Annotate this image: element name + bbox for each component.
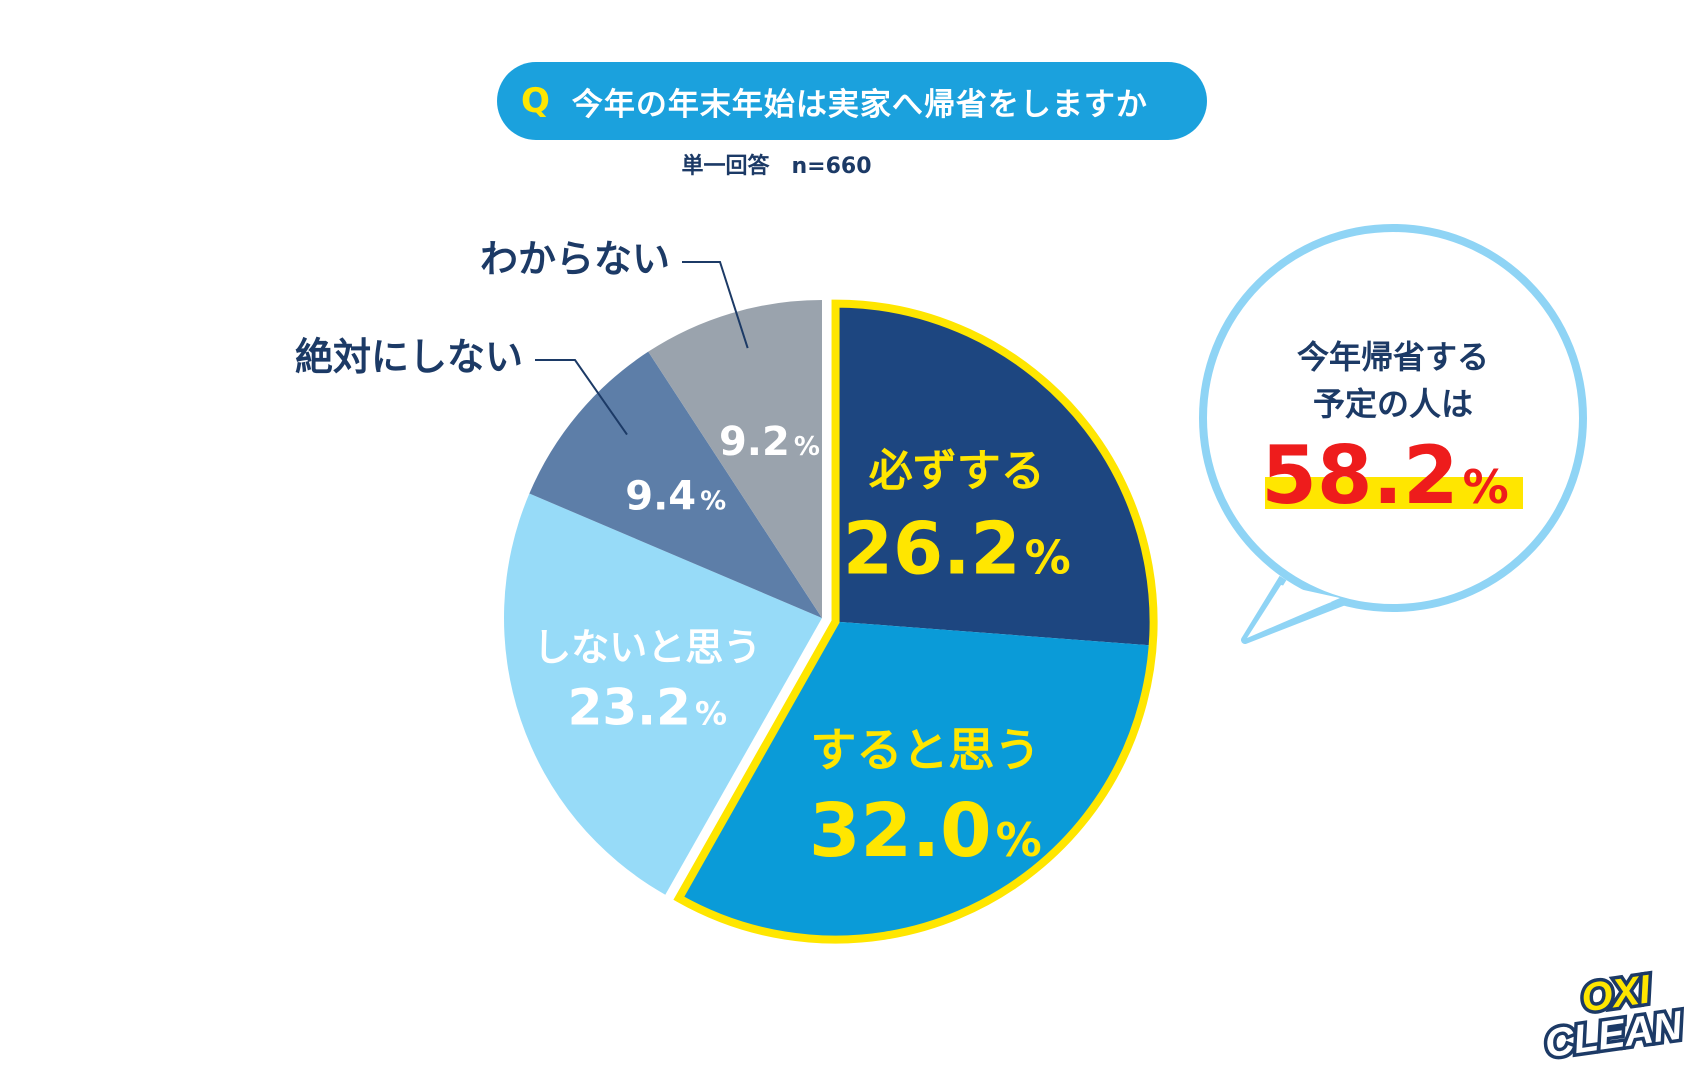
slice-name-label-3: しないと思う [533, 625, 761, 669]
oxiclean-logo: OXI CLEAN [1539, 964, 1690, 1060]
pie-slice-3 [503, 493, 822, 895]
pie-slice-2 [678, 621, 1153, 940]
question-banner: Q 今年の年末年始は実家へ帰省をしますか [497, 62, 1207, 140]
slice-name-label-1: 必ずする [869, 446, 1045, 497]
pie-slice-1 [835, 303, 1154, 646]
question-text: 今年の年末年始は実家へ帰省をしますか [571, 86, 1148, 123]
callout-bubble [1199, 224, 1587, 612]
leader-line-4 [535, 359, 628, 436]
slice-label-group-4: 9.4% [625, 473, 726, 519]
slice-value-label-4: 9.4% [625, 473, 726, 519]
outside-label-4: 絶対にしない [295, 335, 523, 379]
callout-line-2: 予定の人は [1313, 385, 1473, 423]
outside-label-5: わからない [480, 237, 670, 281]
question-q-icon: Q [521, 81, 550, 121]
callout-value: 58.2% [1261, 429, 1508, 522]
logo-line-2: CLEAN [1542, 1003, 1686, 1060]
pie-slice-4 [529, 351, 822, 618]
leader-line-5 [682, 261, 749, 349]
chart-subtitle: 単一回答 n=660 [681, 154, 872, 179]
callout-marker [1265, 477, 1523, 509]
pie-slice-5 [648, 300, 822, 618]
callout-line-1: 今年帰省する [1297, 338, 1489, 376]
slice-name-label-2: すると思う [810, 723, 1040, 777]
highlight-outline [673, 299, 1158, 944]
